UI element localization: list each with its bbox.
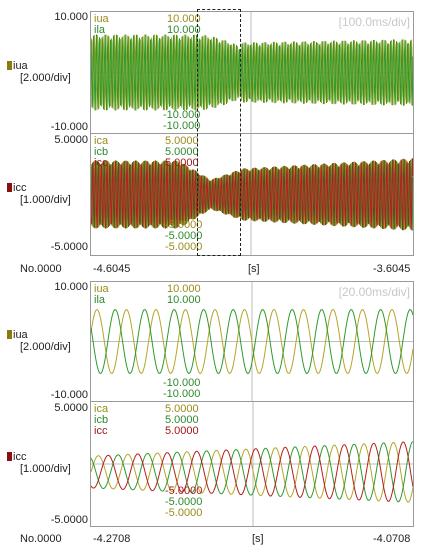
top-current-plot[interactable]: ica icb icc 5.0000 5.0000 5.0000 -5.0000… [90, 133, 414, 256]
top-current-channel-name: icc [13, 182, 27, 194]
legend-icc-max: 5.0000 [165, 425, 199, 437]
bottom-voltage-scale: [2.000/div] [20, 341, 71, 353]
legend-ila: ila [94, 24, 106, 36]
top-current-scale: [1.000/div] [20, 194, 71, 206]
icb-trace [91, 441, 413, 503]
top-x-end: -3.6045 [373, 263, 411, 275]
legend-icc-min: -5.0000 [165, 507, 203, 519]
ica-trace [91, 441, 413, 503]
iua-trace [91, 34, 413, 111]
legend-icb-max: 5.0000 [165, 146, 199, 158]
iua-swatch-icon [7, 330, 12, 339]
legend-ica: ica [94, 135, 109, 147]
top-record-number: No.0000 [20, 263, 62, 275]
bottom-voltage-channel-name: iua [13, 329, 28, 341]
iua-trace [91, 308, 413, 375]
top-voltage-waveform [91, 12, 413, 133]
zoom-cursor-box[interactable] [197, 9, 241, 256]
legend-iua-min: -10.000 [163, 109, 201, 121]
bottom-current-channel-label: icc [7, 451, 26, 463]
legend-ica-min: -5.0000 [165, 219, 203, 231]
ila-trace [91, 34, 413, 111]
icc-swatch-icon [7, 452, 12, 461]
top-current-ymin: -5.0000 [50, 241, 88, 253]
top-current-channel-label: icc [7, 182, 26, 194]
legend-ila: ila [94, 294, 106, 306]
bottom-x-end: -4.0708 [373, 533, 411, 545]
legend-iua-max: 10.000 [167, 13, 201, 25]
legend-ila-max: 10.000 [167, 24, 201, 36]
top-voltage-plot[interactable]: iua ila 10.000 10.000 -10.000 -10.000 [1… [90, 11, 414, 134]
iua-swatch-icon [7, 61, 12, 70]
top-x-unit: [s] [248, 263, 260, 275]
legend-ica: ica [94, 403, 109, 415]
ila-trace [91, 308, 413, 375]
icc-swatch-icon [7, 183, 12, 192]
bottom-x-unit: [s] [252, 533, 264, 545]
legend-icb-min: -5.0000 [165, 230, 203, 242]
legend-icc: icc [94, 157, 108, 169]
top-x-start: -4.6045 [93, 263, 131, 275]
legend-ica-min: -5.0000 [165, 485, 203, 497]
bottom-current-ymax: 5.0000 [54, 402, 88, 414]
legend-icb-min: -5.0000 [165, 496, 203, 508]
top-voltage-channel-name: iua [13, 60, 28, 72]
bottom-time-div: [20.00ms/div] [338, 285, 410, 299]
bottom-x-start: -4.2708 [93, 533, 131, 545]
legend-iua-max: 10.000 [167, 283, 201, 295]
top-time-div: [100.0ms/div] [338, 15, 410, 29]
bottom-current-waveform [91, 402, 413, 526]
legend-icb: icb [94, 414, 109, 426]
top-voltage-ymin: -10.000 [50, 121, 88, 133]
bottom-voltage-ymin: -10.000 [50, 389, 88, 401]
legend-icc-max: 5.0000 [165, 157, 199, 169]
top-current-waveform [91, 134, 413, 255]
legend-icc: icc [94, 425, 108, 437]
bottom-current-ymin: -5.0000 [50, 514, 88, 526]
bottom-voltage-plot[interactable]: iua ila 10.000 10.000 -10.000 -10.000 [2… [90, 281, 414, 402]
top-voltage-ymax: 10.000 [54, 11, 88, 23]
bottom-current-channel-name: icc [13, 451, 27, 463]
bottom-current-scale: [1.000/div] [20, 463, 71, 475]
legend-ica-max: 5.0000 [165, 135, 199, 147]
top-voltage-channel-label: iua [7, 60, 28, 72]
legend-ila-min: -10.000 [163, 120, 201, 132]
legend-iua: iua [94, 13, 109, 25]
legend-iua-min: -10.000 [163, 377, 201, 389]
legend-ila-max: 10.000 [167, 294, 201, 306]
top-voltage-scale: [2.000/div] [20, 72, 71, 84]
legend-icc-min: -5.0000 [165, 241, 203, 253]
bottom-voltage-channel-label: iua [7, 329, 28, 341]
legend-icb: icb [94, 146, 109, 158]
legend-iua: iua [94, 283, 109, 295]
legend-ila-min: -10.000 [163, 388, 201, 400]
bottom-current-plot[interactable]: ica icb icc 5.0000 5.0000 5.0000 -5.0000… [90, 401, 414, 527]
bottom-record-number: No.0000 [20, 533, 62, 545]
legend-ica-max: 5.0000 [165, 403, 199, 415]
bottom-voltage-waveform [91, 282, 413, 401]
top-current-ymax: 5.0000 [54, 134, 88, 146]
icc-trace [91, 158, 413, 231]
icc-trace [91, 441, 413, 502]
bottom-voltage-ymax: 10.000 [54, 281, 88, 293]
legend-icb-max: 5.0000 [165, 414, 199, 426]
